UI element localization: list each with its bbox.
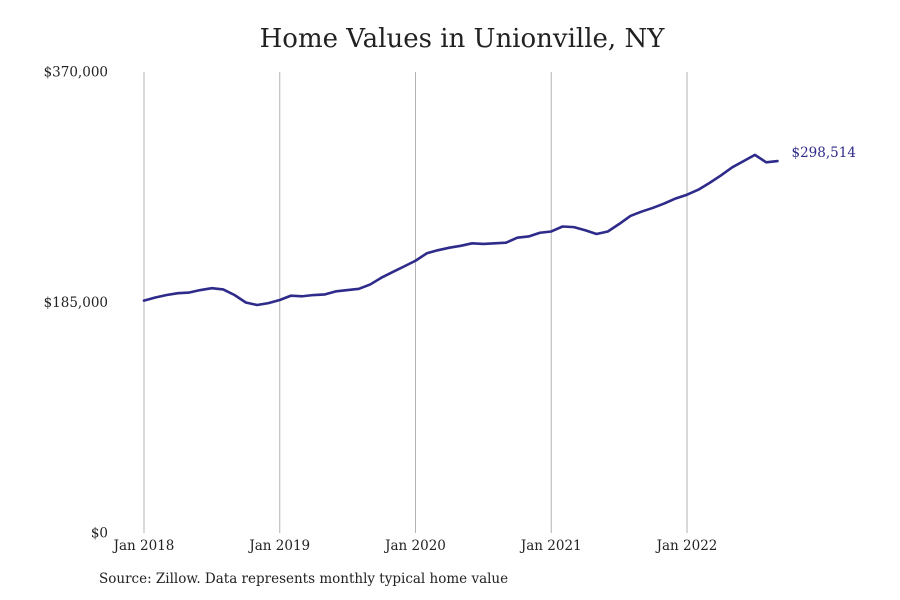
x-tick-label: Jan 2019	[247, 538, 310, 554]
y-tick-label: $185,000	[44, 295, 108, 311]
y-tick-label: $0	[91, 526, 108, 542]
x-tick-label: Jan 2022	[655, 538, 718, 554]
series-line	[142, 153, 779, 307]
y-tick-label: $370,000	[44, 65, 108, 81]
x-tick-label: Jan 2021	[519, 538, 582, 554]
x-tick-label: Jan 2018	[112, 538, 175, 554]
end-value-label: $298,514	[792, 145, 856, 161]
source-note: Source: Zillow. Data represents monthly …	[99, 571, 509, 587]
chart-title: Home Values in Unionville, NY	[259, 24, 665, 54]
x-tick-label: Jan 2020	[383, 538, 446, 554]
